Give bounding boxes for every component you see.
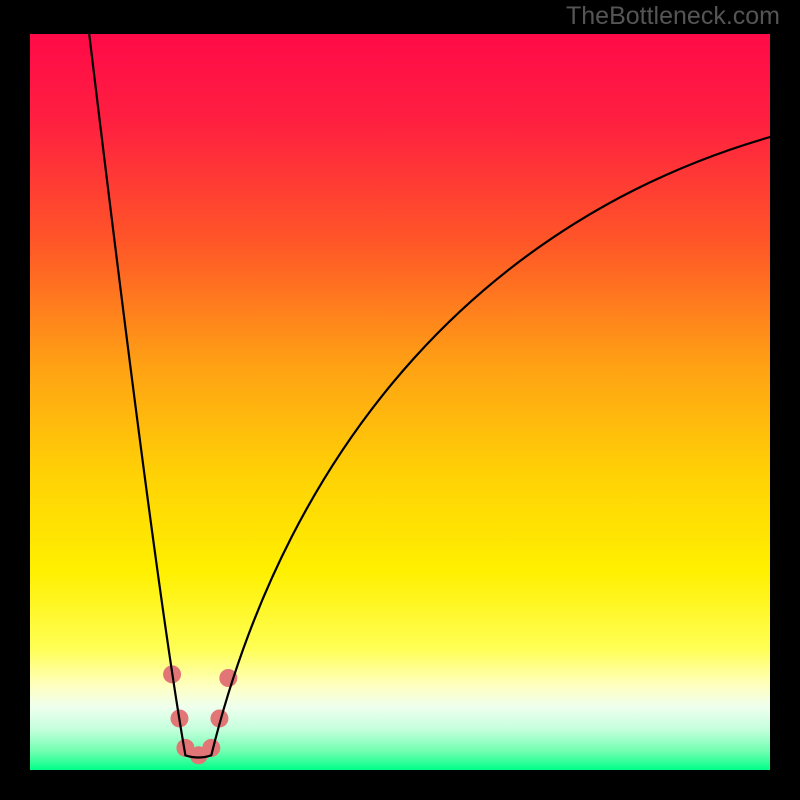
chart-background-gradient bbox=[30, 34, 770, 770]
watermark-text: TheBottleneck.com bbox=[566, 2, 780, 31]
bottleneck-chart bbox=[0, 0, 800, 800]
